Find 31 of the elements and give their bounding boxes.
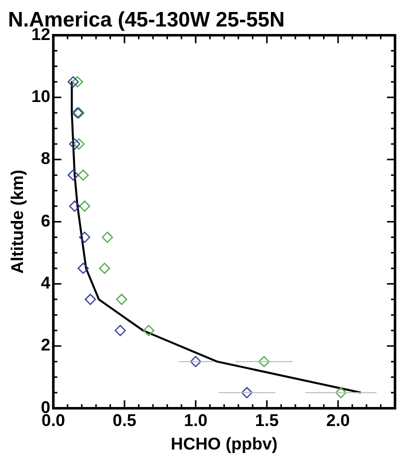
x-tick-label: 2.0 [326, 411, 350, 430]
point [241, 387, 253, 398]
x-axis-title: HCHO (ppbv) [170, 434, 278, 454]
point [73, 138, 85, 150]
point [84, 294, 96, 306]
point [68, 169, 79, 181]
point [78, 262, 89, 274]
y-tick-label: 4 [40, 274, 51, 293]
point [79, 200, 90, 212]
point [258, 356, 270, 368]
point [72, 76, 84, 88]
x-tick-label: 0.5 [112, 411, 136, 430]
point [116, 294, 128, 306]
y-tick-label: 10 [31, 87, 50, 106]
point [98, 262, 110, 274]
point [335, 387, 346, 398]
y-axis-title: Altitude (km) [8, 170, 27, 274]
point [78, 169, 89, 181]
point [79, 232, 90, 243]
point [68, 76, 79, 88]
point [143, 324, 154, 336]
point [102, 232, 114, 243]
x-tick-label: 1.0 [184, 411, 208, 430]
point [114, 324, 126, 336]
point [190, 356, 202, 368]
x-tick-label: 1.5 [255, 411, 279, 430]
point [69, 138, 80, 150]
y-tick-label: 8 [40, 149, 50, 168]
point [69, 200, 80, 212]
y-tick-label: 6 [40, 211, 50, 230]
y-tick-label: 2 [40, 336, 50, 355]
